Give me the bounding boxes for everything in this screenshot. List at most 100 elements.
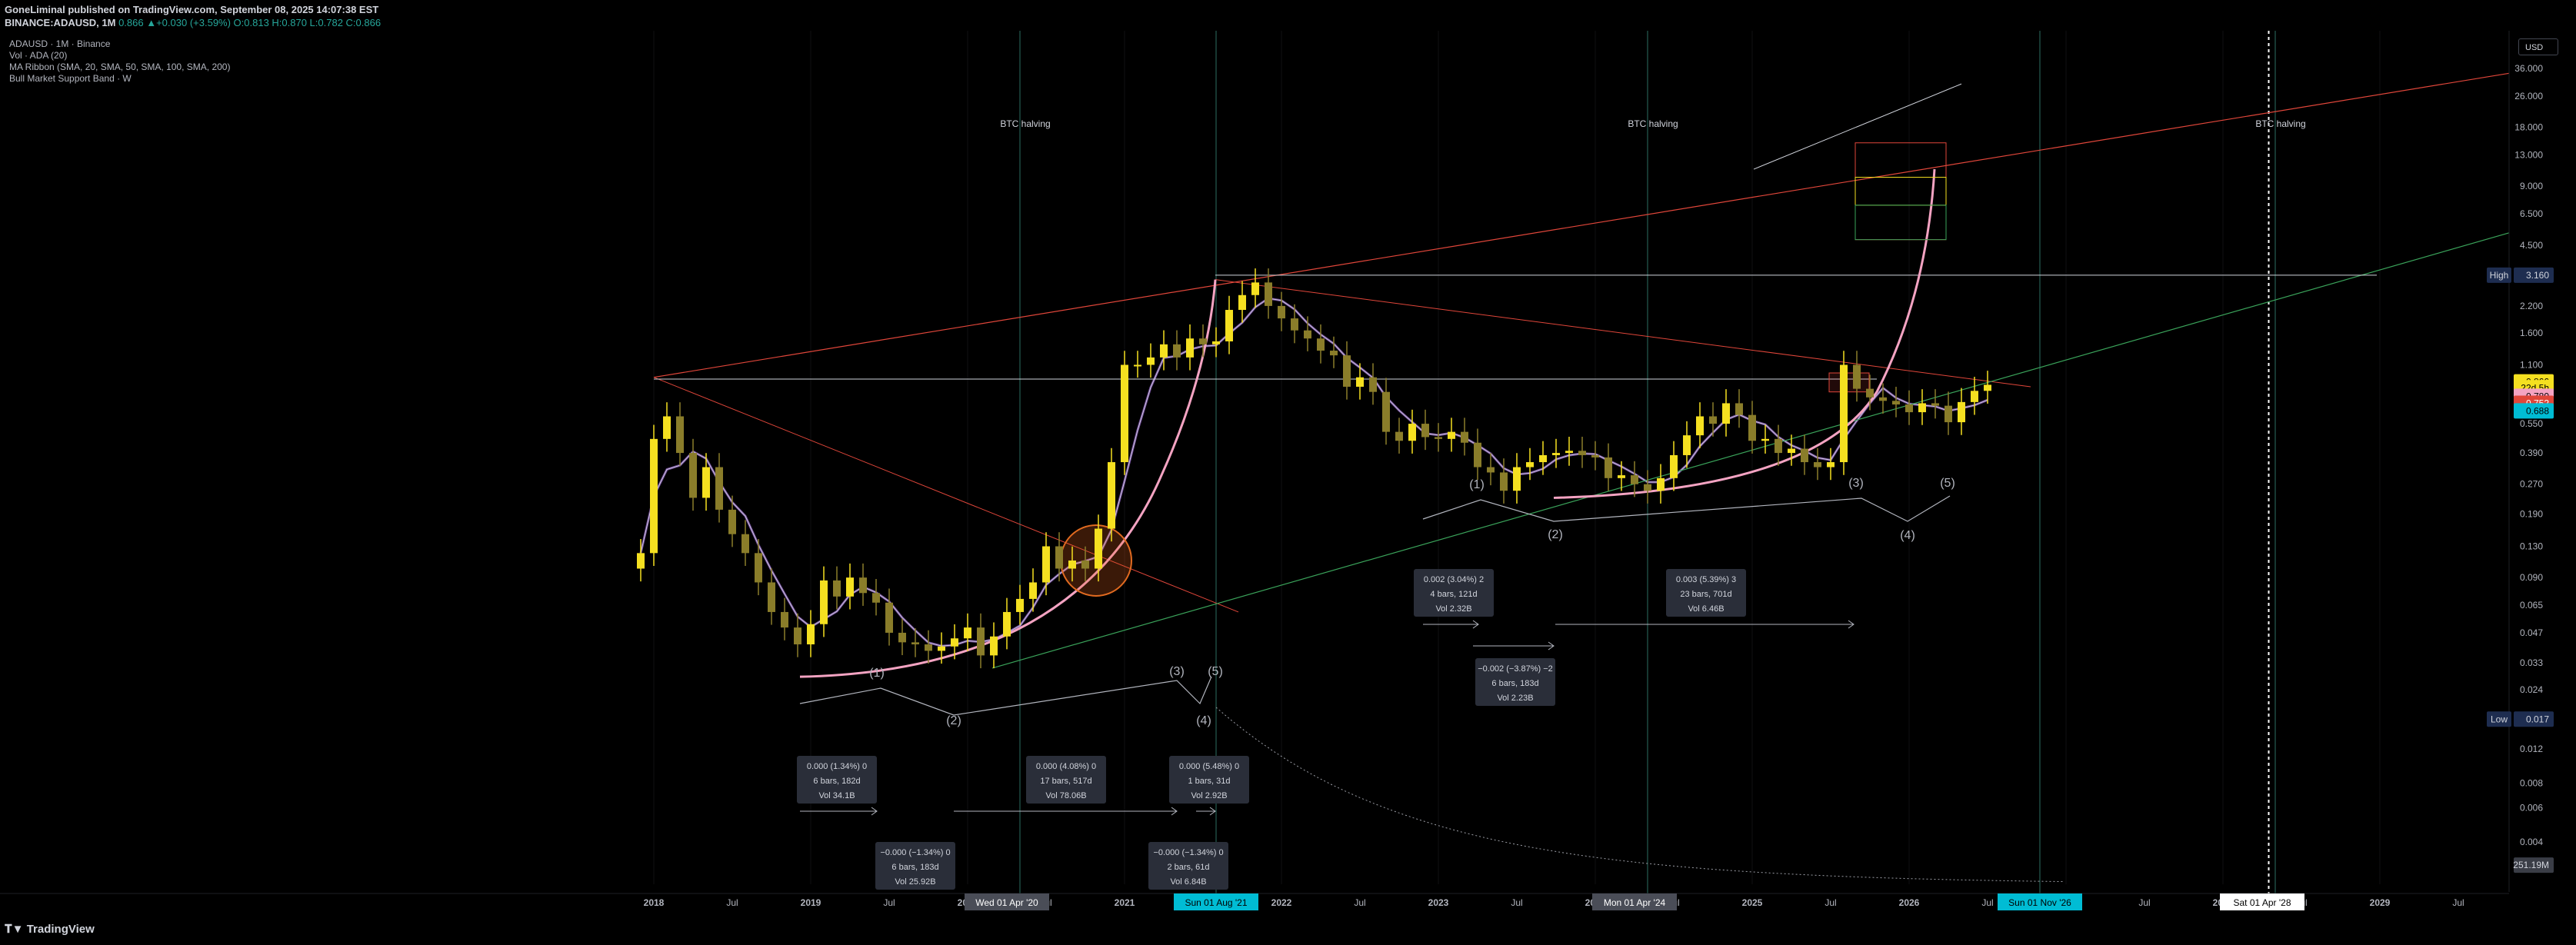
high-badge-label: 3.160 — [2526, 270, 2549, 281]
candle-body — [1788, 448, 1795, 454]
legend-title[interactable]: ADAUSD · 1M · Binance — [9, 38, 111, 49]
legend-bull-band[interactable]: Bull Market Support Band · W — [9, 73, 132, 84]
x-tick-label: Jul — [1511, 897, 1522, 908]
x-tick-label: Jul — [726, 897, 738, 908]
date-badge-bg — [1998, 893, 2082, 910]
candle-body — [1905, 404, 1913, 413]
volume-badge-bg — [2514, 857, 2554, 873]
candle-body — [1618, 475, 1625, 478]
volume-badge: 251.19M — [2513, 857, 2554, 873]
measure-tooltip-bg — [1148, 842, 1228, 890]
measure-tooltip-bg — [1169, 756, 1249, 804]
candle-body — [1330, 351, 1338, 356]
y-tick-label: 0.006 — [2520, 802, 2543, 813]
candle-body — [925, 644, 932, 651]
candle-body — [1435, 437, 1442, 439]
halving-label: BTC halving — [1628, 118, 1678, 129]
x-tick-label: 2025 — [1742, 897, 1763, 908]
measure-tooltip-line: Vol 2.23B — [1497, 694, 1533, 703]
candle-body — [1775, 438, 1782, 454]
candle-body — [1278, 305, 1285, 319]
candle-body — [755, 553, 762, 583]
candle-body — [1421, 424, 1429, 438]
candle-body — [1657, 477, 1665, 491]
measure-tooltip-bg — [1026, 756, 1106, 804]
low-badge-bg — [2514, 711, 2554, 727]
candle-body — [1408, 424, 1416, 441]
measure-tooltip: 0.003 (5.39%) 3 23 bars, 701d Vol 6.46B — [1666, 569, 1746, 617]
wave-label: (2) — [946, 714, 961, 727]
candle-body — [1199, 338, 1207, 344]
measure-tooltip-line: Vol 78.06B — [1045, 791, 1086, 800]
currency-button[interactable]: USD — [2518, 38, 2558, 55]
x-tick-label: Jul — [883, 897, 895, 908]
candle-body — [663, 416, 671, 439]
high-badge: High 3.160 — [2487, 267, 2554, 283]
x-tick-label: Jul — [2138, 897, 2150, 908]
measure-tooltip: 0.002 (3.04%) 2 4 bars, 121d Vol 2.32B — [1414, 569, 1494, 617]
candle-body — [1866, 388, 1874, 398]
candle-body — [1840, 364, 1848, 463]
y-tick-label: 0.130 — [2520, 541, 2543, 551]
measure-tooltip-line: 2 bars, 61d — [1167, 863, 1209, 872]
candle-body — [741, 534, 749, 554]
date-badge-label: Wed 01 Apr '20 — [975, 897, 1038, 908]
wave-zigzag-1 — [799, 676, 1212, 716]
wave-label: (5) — [1940, 477, 1955, 490]
x-tick-label: 2021 — [1115, 897, 1135, 908]
wave-label: (4) — [1196, 714, 1211, 727]
measure-tooltip-line: 0.000 (1.34%) 0 — [807, 762, 867, 771]
candle-body — [768, 582, 775, 612]
candle-body — [728, 509, 736, 534]
measure-tooltip-line: 6 bars, 183d — [891, 863, 938, 872]
candle-body — [1251, 282, 1259, 295]
wave-label: (2) — [1548, 528, 1563, 541]
y-tick-label: 1.600 — [2520, 328, 2543, 338]
y-tick-label: 9.000 — [2520, 181, 2543, 191]
measure-arrowhead — [1472, 620, 1479, 629]
measure-tooltip-bg — [875, 842, 955, 890]
y-tick-label: 26.000 — [2514, 91, 2543, 101]
date-badge: Sat 01 Apr '28 — [2220, 893, 2304, 910]
x-tick-label: Jul — [1981, 897, 1993, 908]
date-badge: Sun 01 Aug '21 — [1174, 893, 1258, 910]
candle-body — [1892, 401, 1900, 405]
measure-tooltip-line: −0.000 (−1.34%) 0 — [880, 848, 950, 857]
candle-body — [1683, 435, 1691, 455]
teal-level-badge-bg — [2514, 403, 2554, 419]
wave-label: (1) — [1469, 478, 1485, 491]
y-tick-label: 4.500 — [2520, 240, 2543, 251]
legend-volume[interactable]: Vol · ADA (20) — [9, 50, 68, 61]
legend-ma-ribbon[interactable]: MA Ribbon (SMA, 20, SMA, 50, SMA, 100, S… — [9, 62, 231, 72]
candle-body — [689, 453, 697, 498]
candle-body — [1722, 403, 1730, 424]
date-badge-label: Sat 01 Apr '28 — [2233, 897, 2291, 908]
tradingview-logo[interactable]: 𝐓▼ TradingView — [5, 923, 95, 936]
candle-body — [702, 467, 710, 498]
bull-market-band — [640, 298, 1988, 647]
x-tick-label: 2023 — [1428, 897, 1449, 908]
y-tick-label: 0.047 — [2520, 627, 2543, 638]
measure-tooltip-line: Vol 2.92B — [1191, 791, 1227, 800]
candle-body — [1291, 318, 1298, 331]
candle-body — [676, 416, 684, 454]
candle-body — [1173, 344, 1181, 358]
measure-arrowhead — [1848, 620, 1855, 629]
measure-arrowhead — [1171, 807, 1178, 816]
x-tick-label: 2019 — [801, 897, 821, 908]
halving-label: BTC halving — [1000, 118, 1050, 129]
teal-level-badge-label: 0.688 — [2526, 405, 2549, 416]
low-badge-tag-label: Low — [2491, 714, 2508, 724]
measure-arrowhead — [1548, 641, 1555, 651]
candle-body — [1238, 294, 1246, 311]
candle-body — [1944, 405, 1952, 423]
projection-line — [1753, 83, 1962, 170]
measure-tooltip-bg — [1475, 658, 1555, 706]
measure-tooltip-bg — [1414, 569, 1494, 617]
candle-body — [637, 553, 645, 569]
measure-tooltip-line: 6 bars, 182d — [813, 777, 860, 786]
high-badge-tag — [2487, 267, 2511, 283]
x-tick-label: 2022 — [1271, 897, 1292, 908]
y-tick-label: 0.004 — [2520, 837, 2543, 847]
